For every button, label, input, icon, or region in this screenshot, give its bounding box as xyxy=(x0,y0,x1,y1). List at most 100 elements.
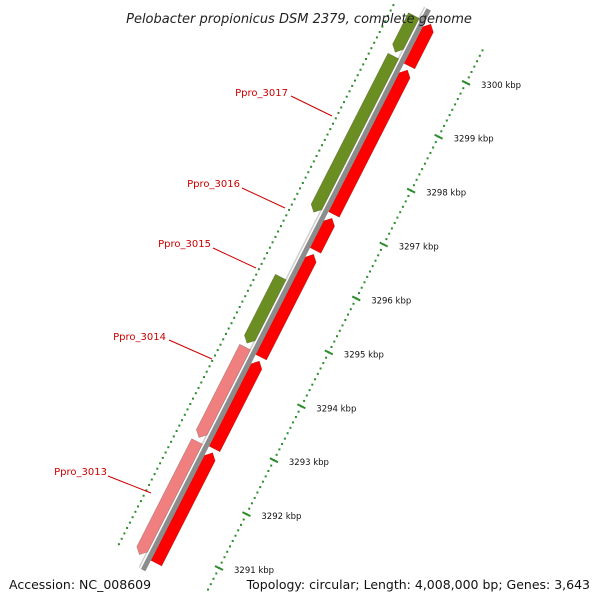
ruler-dot xyxy=(421,168,424,171)
track-dot xyxy=(345,95,348,98)
track-dot xyxy=(148,483,151,486)
track-dot xyxy=(178,424,181,427)
track-dot xyxy=(142,494,145,497)
ruler-dot xyxy=(418,173,421,176)
ruler-dot xyxy=(407,195,410,197)
ruler-dot xyxy=(426,157,429,160)
gene-label-leader xyxy=(168,339,213,360)
ruler-dot xyxy=(374,259,377,262)
ruler-dot xyxy=(360,286,363,289)
gene-label: Ppro_3016 xyxy=(187,179,240,190)
ruler-dot xyxy=(347,313,349,316)
track-dot xyxy=(249,284,252,287)
ruler-dot xyxy=(379,248,382,251)
track-dot xyxy=(351,84,354,87)
ruler-dot xyxy=(415,178,418,181)
track-dot xyxy=(120,537,123,540)
gene-label-leader xyxy=(290,95,333,117)
track-dot xyxy=(378,31,381,33)
track-dot xyxy=(263,257,266,260)
ruler-major-tick xyxy=(296,403,306,410)
ruler-tick-label: 3294 kbp xyxy=(316,404,356,414)
ruler-dot xyxy=(242,518,245,521)
track-dot xyxy=(334,117,337,120)
ruler-dot xyxy=(412,184,415,187)
track-dot xyxy=(246,289,249,292)
track-dot xyxy=(172,435,175,438)
ruler-dot xyxy=(253,496,256,499)
track-dot xyxy=(332,122,334,125)
track-dot xyxy=(230,322,233,325)
track-dot xyxy=(181,419,183,422)
ruler-dot xyxy=(369,270,371,273)
track-dot xyxy=(389,9,392,12)
track-dot xyxy=(307,171,310,174)
ruler-major-tick xyxy=(351,295,361,302)
ruler-dot xyxy=(396,216,399,219)
track-dot xyxy=(200,381,203,384)
ruler-dot xyxy=(429,151,432,154)
forward-gene-arrow xyxy=(309,217,335,254)
ruler-dot xyxy=(445,119,448,122)
ruler-tick-label: 3292 kbp xyxy=(261,512,301,522)
kbp-ruler: 3291 kbp 3292 kbp 3293 kbp 3294 kbp 3295 kbp… xyxy=(207,49,521,591)
track-dot xyxy=(139,500,142,503)
track-dot xyxy=(381,25,384,28)
ruler-dot xyxy=(358,292,360,295)
ruler-tick-label: 3300 kbp xyxy=(481,81,521,91)
ruler-major-tick xyxy=(324,349,334,356)
ruler-dot xyxy=(234,534,237,537)
track-dot xyxy=(337,111,340,114)
ruler-dot xyxy=(311,383,314,386)
track-dot xyxy=(170,440,173,443)
track-dot xyxy=(197,386,200,389)
ruler-major-tick xyxy=(434,133,444,140)
track-dot xyxy=(301,182,304,184)
ruler-tick-label: 3293 kbp xyxy=(289,458,329,468)
ruler-dot xyxy=(470,71,473,73)
track-dot xyxy=(186,408,189,411)
track-dot xyxy=(359,68,362,71)
track-dot xyxy=(296,192,299,195)
ruler-dot xyxy=(448,114,451,117)
track-dot xyxy=(192,397,194,400)
track-dot xyxy=(203,376,205,379)
track-dot xyxy=(126,527,129,529)
forward-gene-arrow xyxy=(255,253,317,361)
ruler-dot xyxy=(261,480,264,483)
track-dot xyxy=(340,106,343,109)
ruler-dot xyxy=(385,238,388,241)
ruler-dot xyxy=(478,54,481,57)
gene-label: Ppro_3013 xyxy=(54,467,107,478)
gene-label-leader xyxy=(241,187,286,209)
gene-labels: Ppro_3017 Ppro_3016 Ppro_3015 Ppro_3014 Ppro… xyxy=(54,88,333,494)
track-dot xyxy=(227,327,230,330)
track-dot xyxy=(312,160,315,163)
track-dot xyxy=(222,338,225,341)
ruler-dot xyxy=(454,103,457,106)
track-dot xyxy=(373,41,376,44)
track-dot xyxy=(145,489,148,492)
ruler-major-tick xyxy=(269,457,279,464)
reverse-gene-arrow xyxy=(244,273,287,344)
track-dot xyxy=(326,133,329,136)
ruler-dot xyxy=(434,141,437,144)
track-dot xyxy=(282,219,285,222)
ruler-dot xyxy=(481,49,484,52)
ruler-dot xyxy=(289,426,292,429)
ruler-tick-label: 3291 kbp xyxy=(234,566,274,576)
track-dot xyxy=(321,144,323,147)
track-dot xyxy=(285,214,288,217)
track-dot xyxy=(260,262,263,265)
ruler-major-tick xyxy=(406,187,416,194)
reverse-gene-arrow xyxy=(310,52,400,213)
ruler-dot xyxy=(212,577,215,580)
ruler-dot xyxy=(223,556,226,559)
track-dot xyxy=(244,295,247,298)
left-dotted-track xyxy=(117,4,395,546)
ruler-dot xyxy=(349,308,352,311)
ruler-dot xyxy=(390,227,393,230)
ruler-dot xyxy=(237,529,240,532)
ruler-dot xyxy=(366,275,369,278)
ruler-dot xyxy=(371,265,374,268)
